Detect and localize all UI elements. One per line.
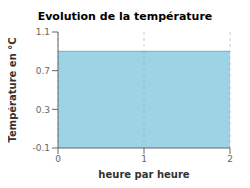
svg-text:-0.1: -0.1 [32, 143, 50, 153]
svg-text:heure par heure: heure par heure [98, 169, 189, 180]
svg-text:Température en °C: Température en °C [8, 37, 18, 142]
svg-text:0.3: 0.3 [36, 105, 50, 115]
svg-text:0: 0 [55, 154, 61, 164]
svg-text:1.1: 1.1 [36, 27, 50, 37]
svg-text:1: 1 [141, 154, 147, 164]
html-text:Evolution de la température: Evolution de la température [37, 10, 213, 23]
svg-text:2: 2 [227, 154, 233, 164]
svg-text:0.7: 0.7 [36, 66, 50, 76]
